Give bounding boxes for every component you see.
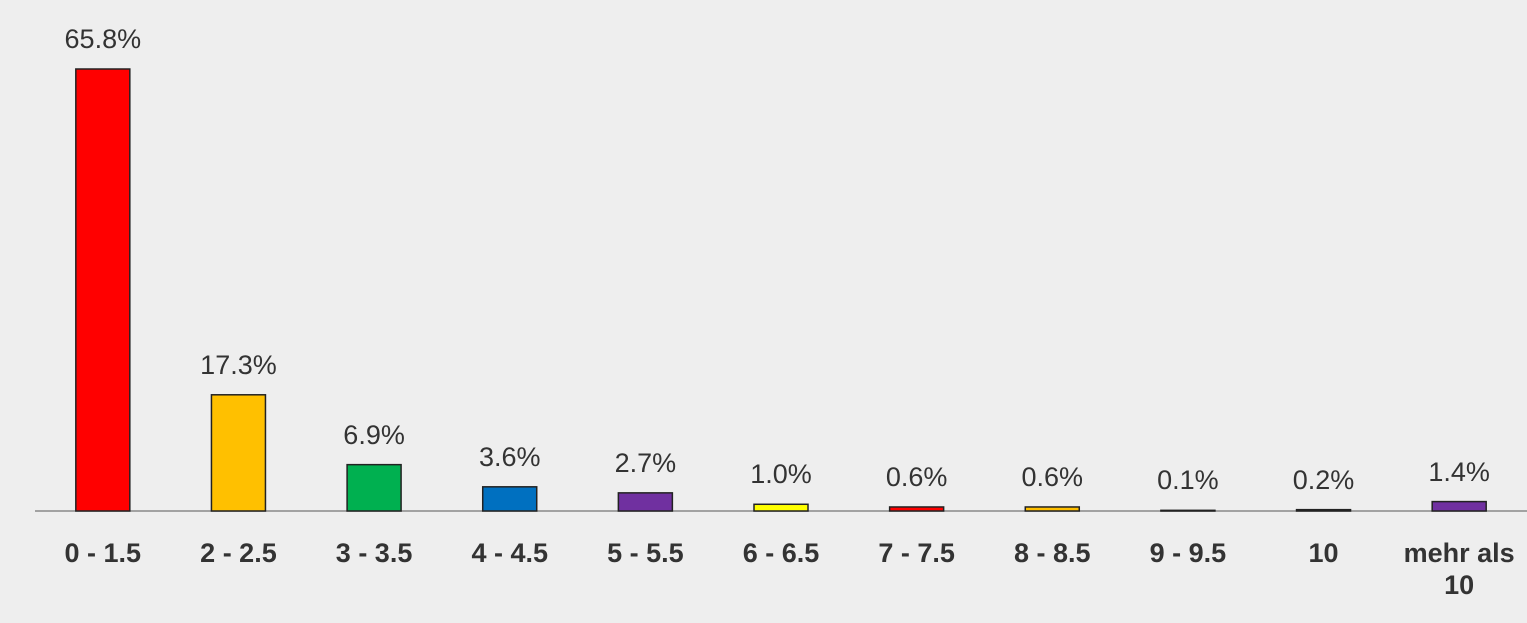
x-tick-label: 2 - 2.5: [200, 538, 277, 568]
value-label: 1.4%: [1428, 456, 1490, 487]
bar: [75, 68, 131, 512]
value-label: 0.1%: [1157, 465, 1219, 496]
x-tick-label: 6 - 6.5: [742, 538, 820, 568]
value-label: 1.0%: [750, 459, 812, 490]
bar: [753, 503, 809, 512]
bar: [481, 486, 538, 512]
bar: [346, 463, 402, 512]
value-label: 0.6%: [1021, 461, 1084, 492]
value-label: 65.8%: [64, 24, 142, 54]
x-tick-label: 5 - 5.5: [607, 538, 684, 568]
x-tick-label: 10: [1308, 538, 1339, 568]
bar: [888, 506, 945, 512]
bar: [1024, 506, 1081, 512]
value-label: 17.3%: [200, 349, 277, 380]
value-label: 2.7%: [614, 447, 677, 478]
bar: [1431, 500, 1487, 512]
x-tick-label: mehr als 10: [1403, 538, 1515, 600]
bar: [1160, 509, 1216, 512]
x-tick-label: 7 - 7.5: [878, 538, 955, 568]
bar: [210, 394, 267, 512]
value-label: 3.6%: [478, 441, 541, 472]
x-tick-label: 4 - 4.5: [471, 538, 548, 568]
x-tick-label: 9 - 9.5: [1149, 538, 1227, 568]
bar: [617, 492, 674, 512]
value-label: 0.6%: [885, 461, 948, 492]
value-label: 6.9%: [343, 419, 405, 450]
x-tick-label: 0 - 1.5: [64, 538, 142, 568]
x-tick-label: 3 - 3.5: [335, 538, 413, 568]
x-tick-label: 8 - 8.5: [1013, 538, 1091, 568]
bar: [1295, 508, 1352, 512]
value-label: 0.2%: [1292, 464, 1355, 495]
